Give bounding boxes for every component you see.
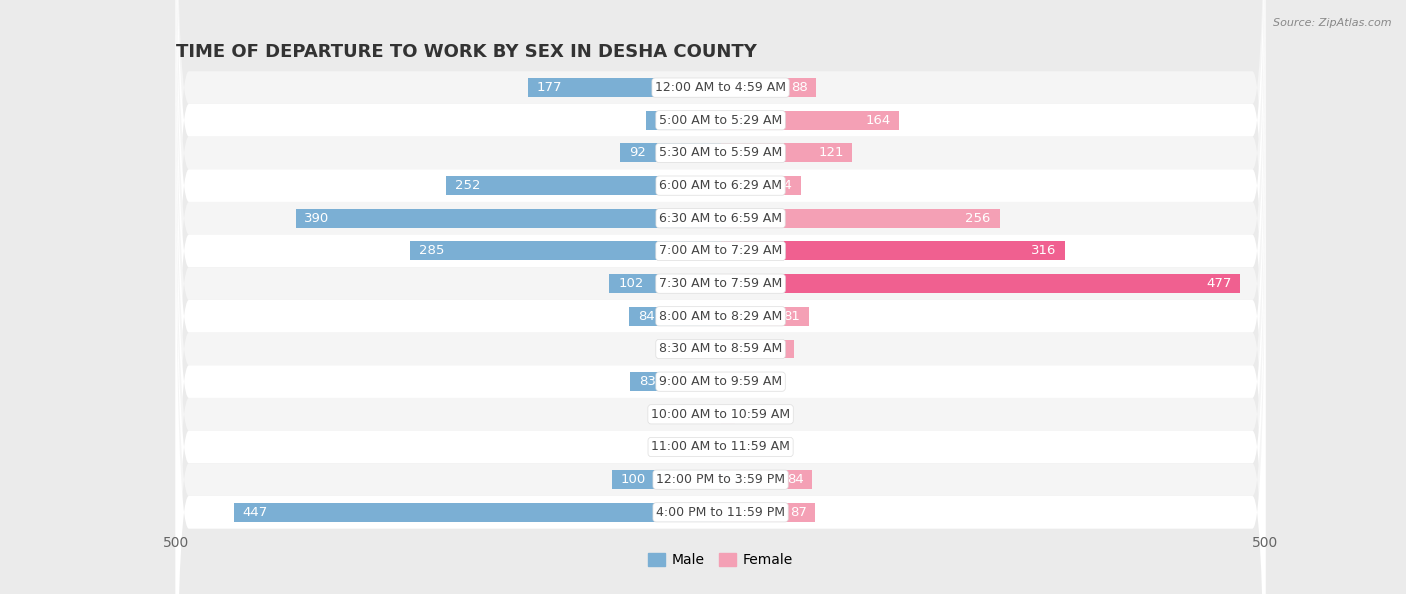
Text: 12:00 AM to 4:59 AM: 12:00 AM to 4:59 AM: [655, 81, 786, 94]
Bar: [446, 176, 721, 195]
FancyBboxPatch shape: [176, 71, 1265, 594]
Bar: [295, 209, 721, 228]
Bar: [721, 274, 1240, 293]
Text: 9:00 AM to 9:59 AM: 9:00 AM to 9:59 AM: [659, 375, 782, 388]
Legend: Male, Female: Male, Female: [648, 554, 793, 567]
Text: 67: 67: [768, 343, 785, 355]
Text: 390: 390: [304, 212, 329, 225]
Text: TIME OF DEPARTURE TO WORK BY SEX IN DESHA COUNTY: TIME OF DEPARTURE TO WORK BY SEX IN DESH…: [176, 43, 756, 61]
Text: 477: 477: [1206, 277, 1232, 290]
Text: 8:30 AM to 8:59 AM: 8:30 AM to 8:59 AM: [659, 343, 782, 355]
Text: 121: 121: [818, 147, 844, 159]
FancyBboxPatch shape: [176, 104, 1265, 594]
Bar: [609, 274, 721, 293]
Text: 100: 100: [620, 473, 645, 486]
Text: 74: 74: [776, 179, 793, 192]
FancyBboxPatch shape: [176, 6, 1265, 594]
Text: Source: ZipAtlas.com: Source: ZipAtlas.com: [1274, 18, 1392, 28]
Text: 84: 84: [638, 310, 655, 323]
FancyBboxPatch shape: [176, 0, 1265, 496]
Text: 102: 102: [619, 277, 644, 290]
Text: 0: 0: [706, 408, 714, 421]
FancyBboxPatch shape: [176, 0, 1265, 529]
Text: 447: 447: [242, 506, 267, 519]
FancyBboxPatch shape: [176, 0, 1265, 594]
Text: 12:00 PM to 3:59 PM: 12:00 PM to 3:59 PM: [657, 473, 785, 486]
FancyBboxPatch shape: [176, 0, 1265, 594]
Bar: [721, 405, 735, 424]
Bar: [721, 438, 723, 456]
Bar: [527, 78, 721, 97]
Bar: [721, 470, 813, 489]
Text: 13: 13: [741, 408, 758, 421]
Bar: [721, 144, 852, 162]
Bar: [630, 372, 721, 391]
Text: 2: 2: [730, 441, 738, 453]
Text: 6:00 AM to 6:29 AM: 6:00 AM to 6:29 AM: [659, 179, 782, 192]
Text: 7:00 AM to 7:29 AM: 7:00 AM to 7:29 AM: [659, 245, 782, 257]
Text: 68: 68: [655, 114, 672, 127]
Text: 5:30 AM to 5:59 AM: 5:30 AM to 5:59 AM: [659, 147, 782, 159]
Text: 177: 177: [537, 81, 562, 94]
Bar: [721, 111, 900, 129]
Text: 88: 88: [792, 81, 808, 94]
Bar: [721, 340, 793, 358]
Bar: [721, 176, 801, 195]
Bar: [721, 372, 749, 391]
Text: 83: 83: [638, 375, 655, 388]
Text: 27: 27: [756, 375, 773, 388]
FancyBboxPatch shape: [176, 0, 1265, 594]
Text: 4:00 PM to 11:59 PM: 4:00 PM to 11:59 PM: [657, 506, 785, 519]
Text: 6:30 AM to 6:59 AM: 6:30 AM to 6:59 AM: [659, 212, 782, 225]
Text: 164: 164: [865, 114, 890, 127]
Text: 84: 84: [786, 473, 803, 486]
Bar: [721, 503, 815, 522]
Text: 256: 256: [966, 212, 991, 225]
Text: 316: 316: [1031, 245, 1056, 257]
Bar: [721, 78, 817, 97]
FancyBboxPatch shape: [176, 137, 1265, 594]
Text: 5:00 AM to 5:29 AM: 5:00 AM to 5:29 AM: [659, 114, 782, 127]
FancyBboxPatch shape: [176, 0, 1265, 594]
Bar: [721, 242, 1064, 260]
FancyBboxPatch shape: [176, 0, 1265, 594]
FancyBboxPatch shape: [176, 0, 1265, 463]
Bar: [721, 209, 1000, 228]
Text: 92: 92: [628, 147, 645, 159]
Text: 0: 0: [706, 441, 714, 453]
FancyBboxPatch shape: [176, 39, 1265, 594]
Bar: [628, 307, 721, 326]
Bar: [721, 307, 808, 326]
Text: 7:30 AM to 7:59 AM: 7:30 AM to 7:59 AM: [659, 277, 782, 290]
FancyBboxPatch shape: [176, 0, 1265, 561]
Bar: [411, 242, 721, 260]
Text: 285: 285: [419, 245, 444, 257]
Text: 81: 81: [783, 310, 800, 323]
Bar: [717, 340, 721, 358]
Bar: [620, 144, 721, 162]
Text: 8:00 AM to 8:29 AM: 8:00 AM to 8:29 AM: [659, 310, 782, 323]
Text: 10:00 AM to 10:59 AM: 10:00 AM to 10:59 AM: [651, 408, 790, 421]
Text: 3: 3: [702, 343, 711, 355]
Bar: [612, 470, 721, 489]
Text: 87: 87: [790, 506, 807, 519]
Text: 11:00 AM to 11:59 AM: 11:00 AM to 11:59 AM: [651, 441, 790, 453]
Text: 252: 252: [454, 179, 481, 192]
Bar: [647, 111, 721, 129]
Bar: [233, 503, 721, 522]
